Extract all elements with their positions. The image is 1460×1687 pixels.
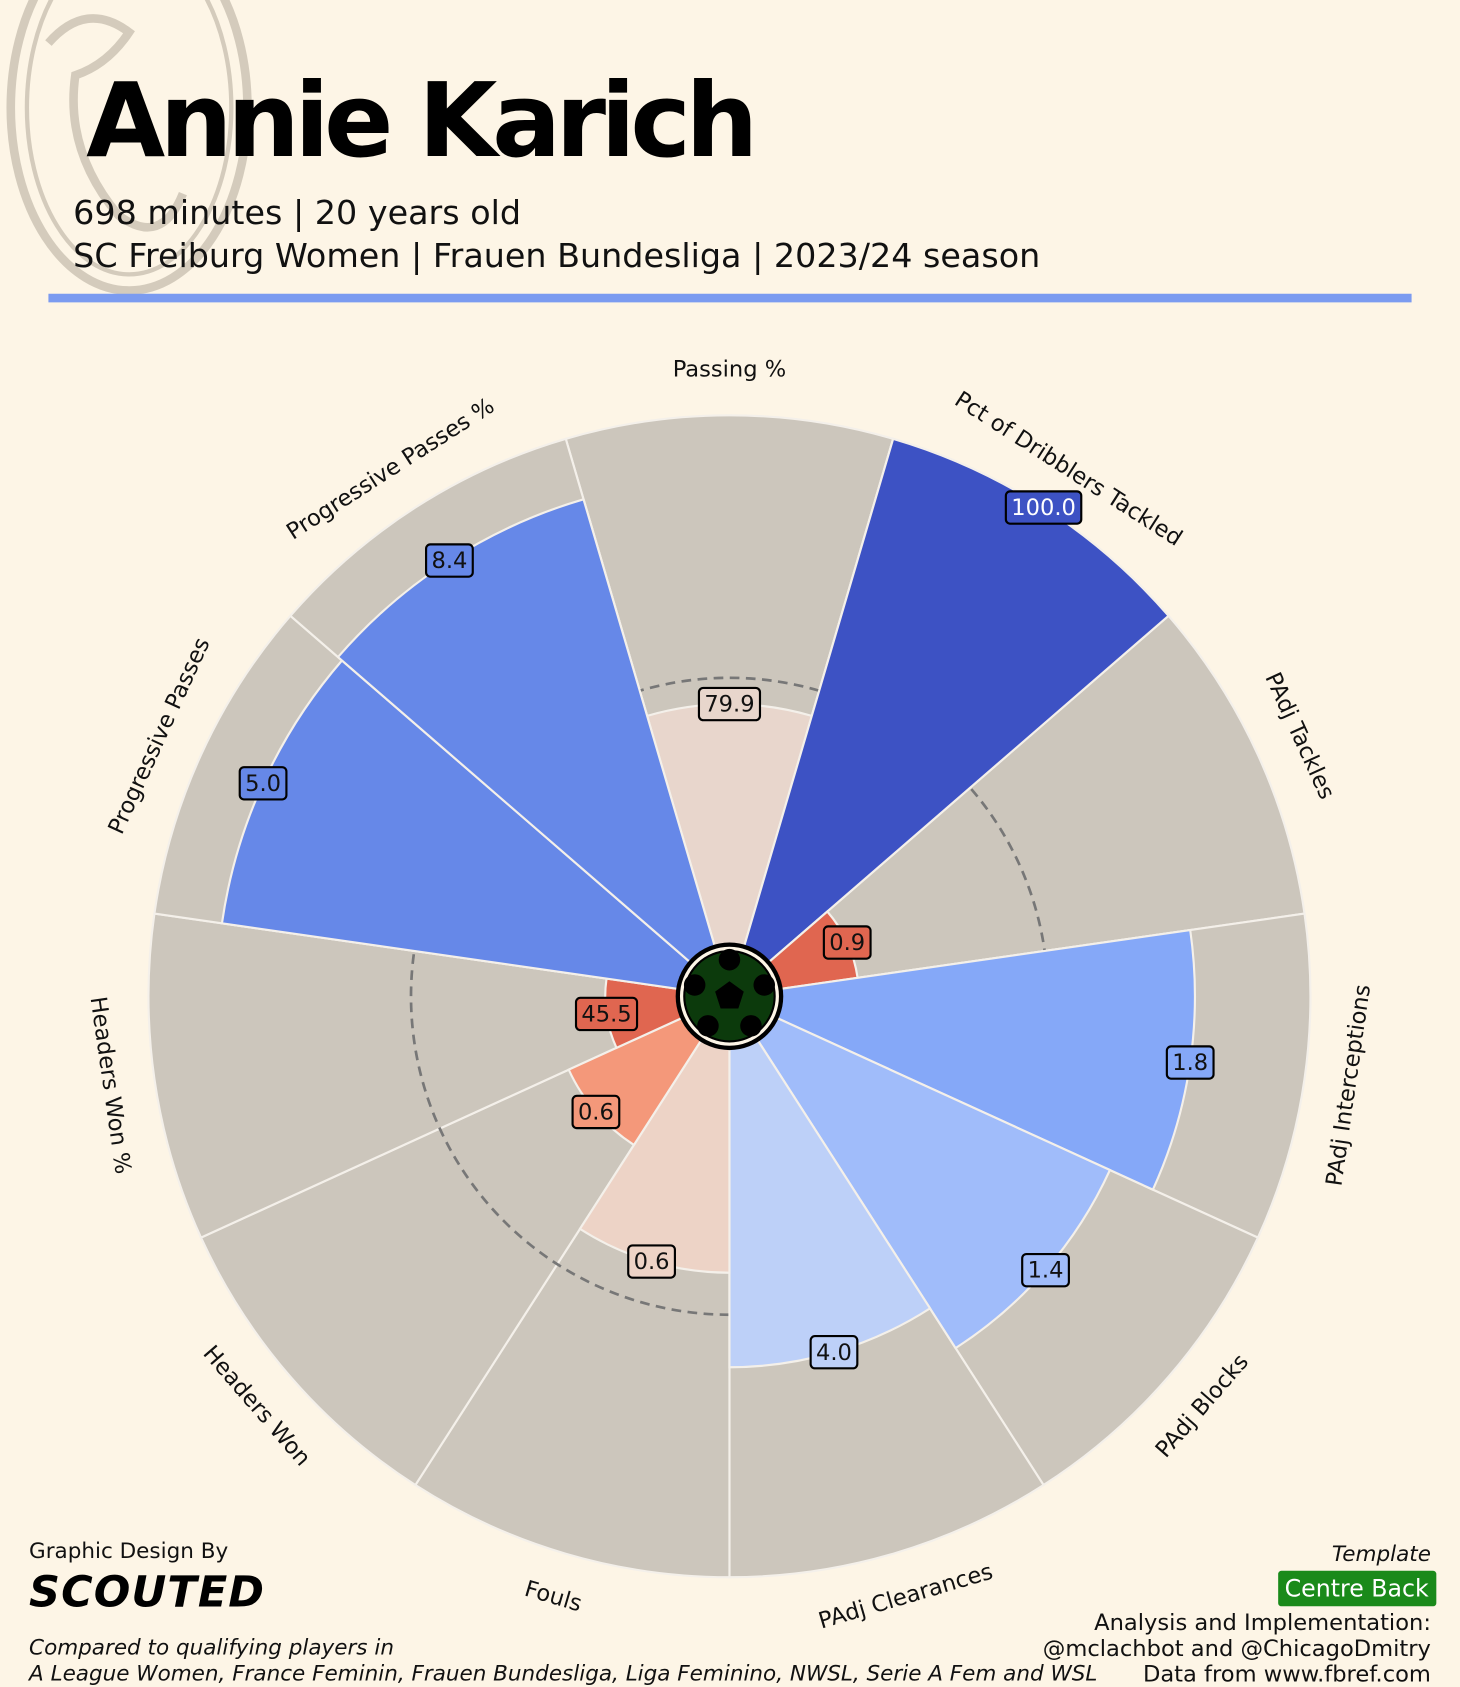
value-text: 1.4 [1028, 1258, 1064, 1284]
club-crest [6, 0, 252, 295]
value-box [697, 686, 762, 722]
value-label: 79.9 [697, 686, 762, 722]
value-box [809, 1335, 859, 1370]
value-box [571, 1094, 621, 1130]
value-label: 0.9 [822, 925, 872, 960]
ball-patch [715, 981, 744, 1009]
value-box [574, 996, 639, 1032]
ball-patch [718, 948, 741, 971]
value-label: 100.0 [1004, 490, 1083, 525]
value-text: 0.9 [829, 930, 865, 956]
value-box [1004, 490, 1083, 525]
value-box [238, 766, 288, 801]
analysis: Analysis and Implementation: [1094, 1610, 1431, 1636]
value-text: 0.6 [578, 1100, 614, 1126]
value-text: 79.9 [704, 692, 754, 718]
value-text: 4.0 [816, 1340, 852, 1366]
value-text: 1.8 [1172, 1050, 1208, 1076]
comparison: A League Women, France Feminin, Frauen B… [27, 1662, 1097, 1687]
subtitle: SC Freiburg Women | Frauen Bundesliga | … [73, 236, 1040, 275]
category-label: Passing % [673, 357, 787, 383]
value-label: 1.8 [1165, 1045, 1215, 1080]
brand: SCOUTED [29, 1567, 265, 1617]
value-text: 8.4 [431, 548, 467, 574]
value-text: 100.0 [1011, 495, 1076, 521]
analysis: Data from www.fbref.com [1143, 1662, 1431, 1687]
value-box [425, 543, 474, 578]
value-text: 45.5 [581, 1002, 631, 1028]
value-box [1165, 1045, 1215, 1080]
value-label: 5.0 [238, 766, 288, 801]
ball-patch [753, 974, 776, 996]
value-label: 4.0 [809, 1335, 859, 1370]
comparison: Compared to qualifying players in [29, 1636, 394, 1661]
value-label: 1.4 [1021, 1252, 1070, 1288]
subtitle: 698 minutes | 20 years old [73, 193, 521, 232]
analysis: @mclachbot and @ChicagoDmitry [1043, 1636, 1431, 1662]
value-text: 0.6 [634, 1249, 670, 1275]
template-label: Template [1332, 1542, 1431, 1567]
template-badge [1278, 1570, 1437, 1607]
background-slice [725, 614, 1306, 998]
ball-patch [740, 1015, 762, 1037]
ball-patch [697, 1015, 719, 1037]
credit: Graphic Design By [29, 1539, 228, 1564]
value-box [1021, 1252, 1070, 1288]
value-label: 45.5 [574, 996, 639, 1032]
value-text: 5.0 [245, 771, 281, 797]
value-label: 0.6 [627, 1244, 676, 1279]
title: Annie Karich [86, 62, 753, 181]
value-label: 8.4 [425, 543, 474, 578]
value-box [627, 1244, 676, 1279]
template: Centre Back [1285, 1575, 1429, 1603]
value-box [822, 925, 872, 960]
value-label: 0.6 [571, 1094, 621, 1130]
ball-patch [683, 974, 706, 996]
background-slice [147, 912, 734, 1240]
